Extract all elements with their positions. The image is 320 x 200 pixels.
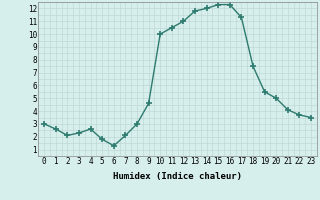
X-axis label: Humidex (Indice chaleur): Humidex (Indice chaleur) [113,172,242,181]
